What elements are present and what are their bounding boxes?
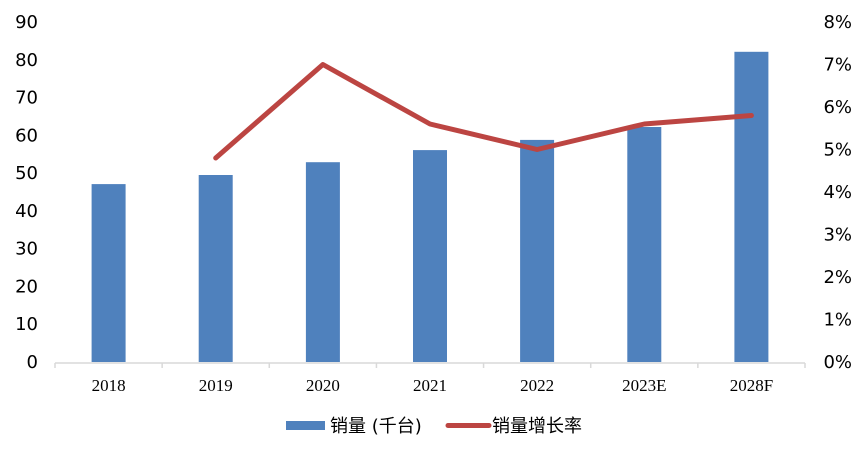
right-axis-tick-label: 0% (823, 352, 852, 373)
legend: 销量 (千台) 销量增长率 (286, 416, 582, 437)
right-axis-tick-label: 1% (823, 310, 852, 331)
left-axis-tick-label: 90 (15, 12, 38, 33)
right-axis-tick-label: 3% (823, 225, 852, 246)
left-axis-tick-label: 70 (15, 88, 38, 109)
legend-label-line: 销量增长率 (492, 416, 582, 437)
left-axis-tick-label: 20 (15, 276, 38, 297)
left-axis-tick-label: 10 (15, 314, 38, 335)
line-series-growth-rate (213, 62, 754, 161)
bar-2020 (305, 162, 340, 362)
left-axis-tick-label: 50 (15, 163, 38, 184)
right-y-axis: 0% 1% 2% 3% 4% 5% 6% 7% 8% (823, 12, 852, 373)
x-axis-tick-label: 2021 (413, 376, 447, 395)
left-axis-tick-label: 80 (15, 50, 38, 71)
legend-swatch-bar (286, 421, 325, 430)
bar-2028F (734, 51, 769, 363)
bar-2021 (413, 150, 447, 362)
x-axis-tick-label: 2020 (306, 376, 340, 395)
x-axis-tick-label: 2019 (199, 376, 233, 395)
left-y-axis: 0 10 20 30 40 50 60 70 80 90 (15, 12, 38, 373)
left-axis-tick-label: 60 (15, 125, 38, 146)
right-axis-tick-label: 5% (823, 140, 852, 161)
bar-series-sales-volume (91, 51, 769, 363)
x-axis-tick-label: 2023E (622, 376, 666, 395)
right-axis-tick-label: 4% (823, 182, 852, 203)
left-axis-tick-label: 30 (15, 239, 38, 260)
legend-label-bar: 销量 (千台) (330, 416, 422, 437)
left-axis-tick-label: 0 (27, 352, 38, 373)
left-axis-tick-label: 40 (15, 201, 38, 222)
bar-2022 (520, 139, 555, 362)
bar-2018 (91, 184, 126, 362)
right-axis-tick-label: 7% (823, 55, 852, 76)
bar-2023E (627, 127, 662, 362)
x-axis: 2018 2019 2020 2021 2022 2023E 2028F (54, 362, 806, 395)
bar-2019 (198, 175, 233, 362)
growth-rate-line (213, 62, 754, 161)
right-axis-tick-label: 2% (823, 267, 852, 288)
x-axis-tick-label: 2022 (520, 376, 554, 395)
right-axis-tick-label: 8% (823, 12, 852, 33)
x-axis-tick-label: 2018 (92, 376, 126, 395)
right-axis-tick-label: 6% (823, 97, 852, 118)
x-axis-tick-label: 2028F (730, 376, 773, 395)
